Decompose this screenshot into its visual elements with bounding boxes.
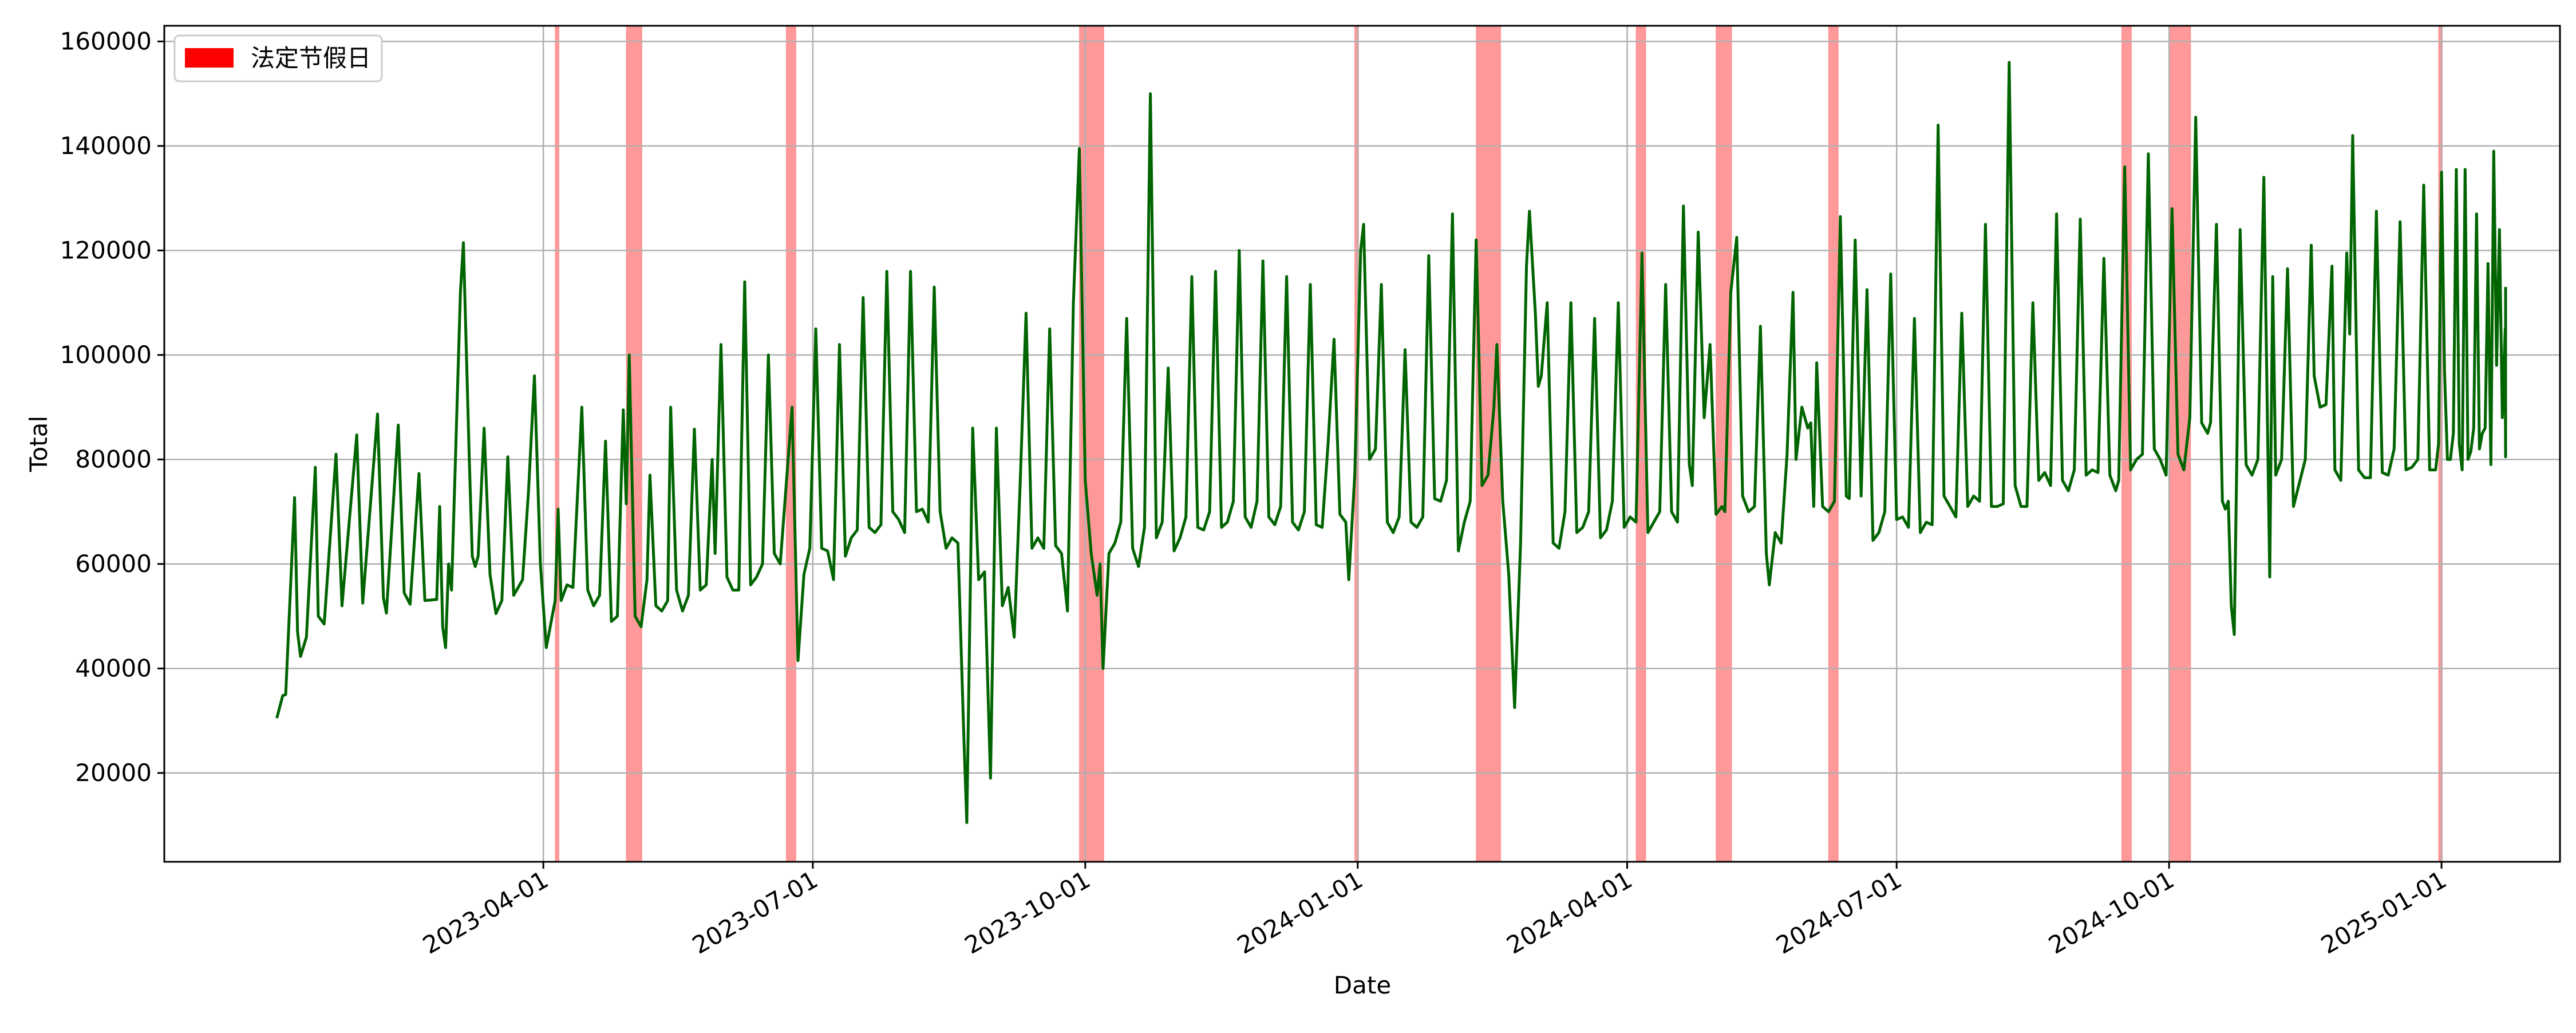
legend-box: [173, 34, 383, 82]
holiday-band: [1078, 25, 1104, 862]
legend-label: 法定节假日: [251, 44, 371, 72]
legend: 法定节假日: [173, 34, 383, 82]
holiday-band: [785, 25, 796, 862]
y-tick-label: 120000: [60, 236, 152, 264]
y-axis-label: Total: [25, 416, 53, 472]
x-axis-label: Date: [1334, 971, 1391, 999]
y-tick-label: 140000: [60, 132, 152, 160]
y-tick-label: 80000: [75, 445, 152, 473]
series-line: [275, 61, 2507, 825]
grid-lines: [164, 26, 2560, 862]
series-lines: [275, 61, 2507, 825]
holiday-band: [1716, 25, 1732, 862]
y-tick-label: 40000: [75, 654, 152, 682]
y-tick-label: 20000: [75, 759, 152, 787]
holiday-band: [555, 25, 560, 862]
y-tick-label: 60000: [75, 550, 152, 578]
y-tick-label: 100000: [60, 341, 152, 369]
y-axis-ticks: 20000 40000 60000 80000 100000 120000 140000 16…: [60, 27, 164, 787]
plot-frame: [163, 25, 2561, 863]
y-tick-label: 160000: [60, 27, 152, 55]
legend-swatch: [185, 48, 234, 68]
